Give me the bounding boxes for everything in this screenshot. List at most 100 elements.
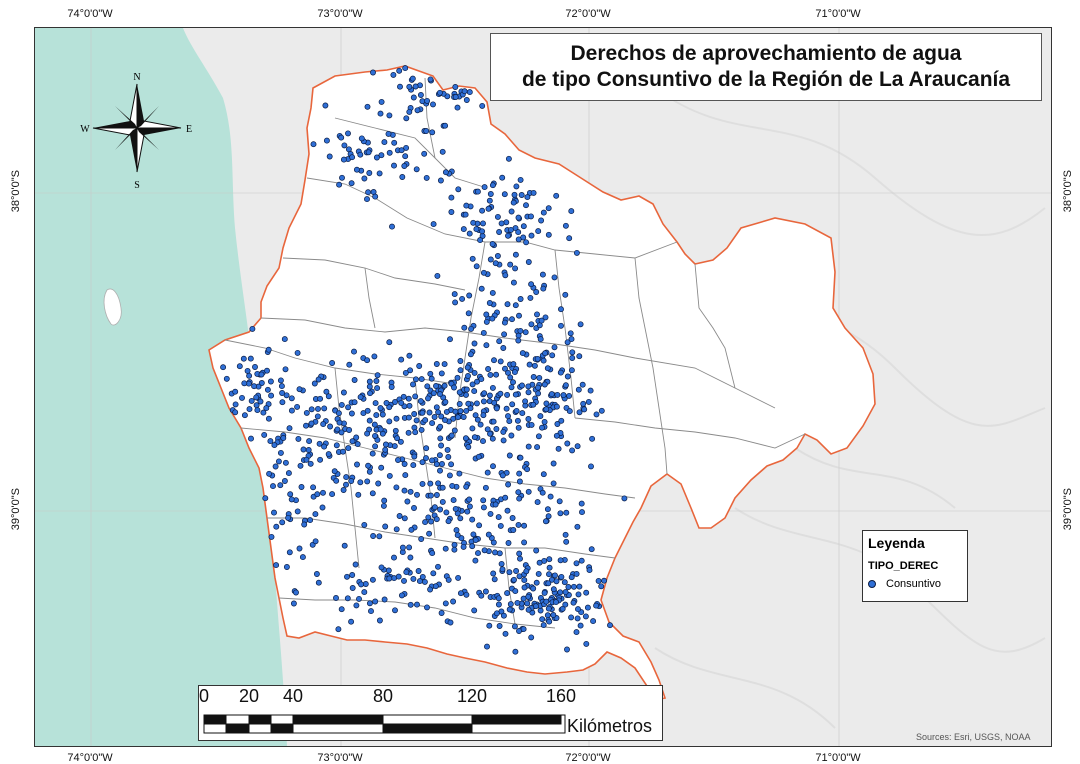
water-right-point	[514, 599, 521, 606]
water-right-point	[587, 387, 594, 394]
water-right-point	[439, 461, 445, 467]
water-right-point	[241, 412, 248, 419]
water-right-point	[407, 488, 414, 495]
water-right-point	[393, 415, 400, 422]
water-right-point	[357, 479, 364, 486]
water-right-point	[439, 148, 446, 155]
water-right-point	[353, 434, 360, 441]
water-right-point	[436, 452, 443, 459]
compass-e: E	[186, 124, 192, 135]
water-right-point	[325, 451, 332, 458]
water-right-point	[586, 567, 593, 574]
water-right-point	[413, 166, 420, 173]
water-right-point	[308, 406, 315, 413]
water-right-point	[391, 443, 398, 450]
water-right-point	[300, 446, 307, 453]
water-right-point	[546, 618, 553, 625]
water-right-point	[412, 376, 419, 383]
water-right-point	[474, 188, 481, 195]
water-right-point	[497, 358, 504, 365]
water-right-point	[483, 311, 490, 318]
water-right-point	[485, 366, 492, 372]
lon-label-bottom: 73°0'0"W	[317, 752, 363, 764]
water-right-point	[295, 435, 302, 442]
water-right-point	[333, 477, 340, 484]
water-right-point	[403, 115, 410, 122]
scale-unit: Kilómetros	[567, 716, 653, 736]
water-right-point	[381, 596, 388, 603]
water-right-point	[537, 336, 544, 343]
water-right-point	[442, 545, 449, 552]
map-frame[interactable]: N S E W	[34, 27, 1052, 747]
water-right-point	[471, 607, 478, 614]
water-right-point	[454, 374, 461, 381]
water-right-point	[283, 392, 290, 399]
water-right-point	[398, 356, 405, 363]
water-right-point	[490, 463, 496, 470]
water-right-point	[536, 559, 543, 566]
water-right-point	[369, 450, 376, 457]
water-right-point	[515, 229, 522, 236]
water-right-point	[270, 483, 276, 490]
water-right-point	[515, 424, 522, 431]
water-right-point	[540, 622, 547, 629]
map-canvas[interactable]	[35, 28, 1051, 746]
water-right-point	[484, 643, 490, 650]
water-right-point	[374, 372, 381, 379]
water-right-point	[327, 423, 334, 430]
water-right-point	[486, 300, 493, 306]
water-right-point	[472, 537, 479, 543]
water-right-point	[258, 371, 265, 378]
water-right-point	[268, 533, 275, 540]
scale-tick-label: 20	[238, 686, 260, 706]
water-right-point	[366, 468, 373, 475]
water-right-point	[500, 612, 507, 619]
water-right-point	[551, 274, 558, 281]
water-right-point	[570, 583, 577, 590]
water-right-point	[513, 568, 520, 574]
water-right-point	[546, 571, 552, 578]
scale-bar: 0 20 40 80 120 160 Kilómetros	[198, 685, 663, 741]
water-right-point	[341, 542, 348, 549]
water-right-point	[545, 580, 552, 587]
water-right-point	[525, 383, 532, 390]
water-right-point	[480, 504, 487, 511]
water-right-point	[447, 336, 453, 343]
water-right-point	[520, 223, 527, 230]
water-right-point	[517, 454, 524, 461]
water-right-point	[511, 576, 517, 583]
compass-s: S	[134, 180, 140, 190]
water-right-point	[333, 442, 340, 449]
water-right-point	[583, 589, 590, 596]
water-right-point	[452, 505, 459, 512]
water-right-point	[346, 427, 353, 433]
water-right-point	[510, 279, 517, 286]
water-right-point	[540, 471, 547, 478]
water-right-point	[516, 628, 522, 634]
water-right-point	[386, 575, 393, 582]
water-right-point	[512, 391, 519, 398]
water-right-point	[282, 366, 289, 373]
water-right-point	[445, 518, 452, 525]
water-right-point	[509, 401, 516, 408]
water-right-point	[416, 363, 423, 369]
water-right-point	[506, 418, 513, 425]
water-right-point	[428, 518, 434, 525]
water-right-point	[252, 364, 258, 370]
water-right-point	[417, 92, 424, 98]
water-right-point	[461, 88, 468, 95]
water-right-point	[310, 141, 317, 148]
water-right-point	[442, 169, 449, 176]
water-right-point	[296, 386, 303, 393]
water-right-point	[370, 533, 377, 539]
water-right-point	[367, 390, 373, 397]
water-right-point	[500, 345, 507, 351]
water-right-point	[508, 208, 515, 215]
water-right-point	[517, 296, 524, 302]
water-right-point	[491, 576, 498, 583]
water-right-point	[516, 312, 522, 319]
water-right-point	[535, 570, 542, 577]
water-right-point	[566, 235, 573, 242]
water-right-point	[463, 202, 470, 209]
water-right-point	[275, 458, 282, 465]
